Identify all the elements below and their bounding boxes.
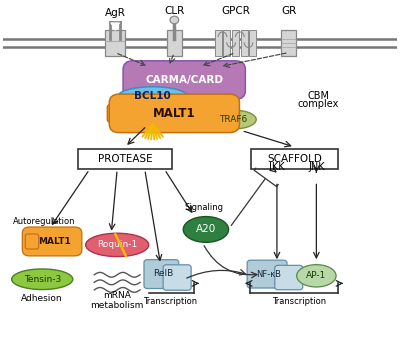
Ellipse shape [170,16,179,24]
FancyBboxPatch shape [275,265,303,290]
Ellipse shape [12,269,73,290]
Text: Signaling: Signaling [184,203,224,211]
Text: mRNA: mRNA [103,291,131,300]
Text: NF-κB: NF-κB [256,269,281,279]
FancyBboxPatch shape [232,30,239,56]
Text: AgR: AgR [105,8,126,18]
Text: Adhesion: Adhesion [22,294,63,303]
FancyBboxPatch shape [25,234,39,249]
Text: CBM: CBM [307,90,329,101]
FancyBboxPatch shape [123,61,245,99]
Ellipse shape [297,265,336,287]
FancyBboxPatch shape [223,30,230,56]
Ellipse shape [86,233,149,257]
FancyBboxPatch shape [78,149,172,169]
FancyBboxPatch shape [247,260,287,288]
Text: BCL10: BCL10 [134,91,171,101]
Text: IKK: IKK [269,162,285,172]
Text: CARMA/CARD: CARMA/CARD [145,75,223,85]
FancyBboxPatch shape [22,227,82,256]
Text: GR: GR [281,6,296,16]
Text: A20: A20 [196,224,216,235]
FancyBboxPatch shape [251,149,338,169]
Text: RelB: RelB [154,269,174,278]
Text: PROTEASE: PROTEASE [98,154,152,164]
Ellipse shape [183,217,228,242]
Text: Tensin-3: Tensin-3 [24,275,61,284]
FancyBboxPatch shape [249,30,256,56]
Polygon shape [110,22,120,31]
Text: TRAF6: TRAF6 [220,115,248,124]
FancyBboxPatch shape [107,104,124,122]
Text: MALT1: MALT1 [38,237,70,246]
Text: MALT1: MALT1 [153,107,196,120]
FancyBboxPatch shape [281,30,296,56]
FancyBboxPatch shape [163,265,191,290]
Text: Transcription: Transcription [272,297,326,306]
Text: complex: complex [298,99,339,109]
FancyBboxPatch shape [214,30,222,56]
Ellipse shape [118,87,187,106]
Ellipse shape [211,110,256,129]
Text: SCAFFOLD: SCAFFOLD [267,154,322,164]
Text: AP-1: AP-1 [306,271,326,280]
Text: Roquin-1: Roquin-1 [97,240,137,250]
FancyBboxPatch shape [241,30,248,56]
Text: Autoregulation: Autoregulation [13,217,76,227]
Text: CLR: CLR [164,6,184,16]
FancyBboxPatch shape [144,260,179,289]
FancyBboxPatch shape [109,94,240,133]
FancyBboxPatch shape [105,30,126,56]
FancyBboxPatch shape [167,30,182,56]
Text: Transcription: Transcription [143,297,198,306]
Text: JNK: JNK [308,162,325,172]
Text: metabolism: metabolism [90,300,144,310]
Text: GPCR: GPCR [221,6,250,16]
